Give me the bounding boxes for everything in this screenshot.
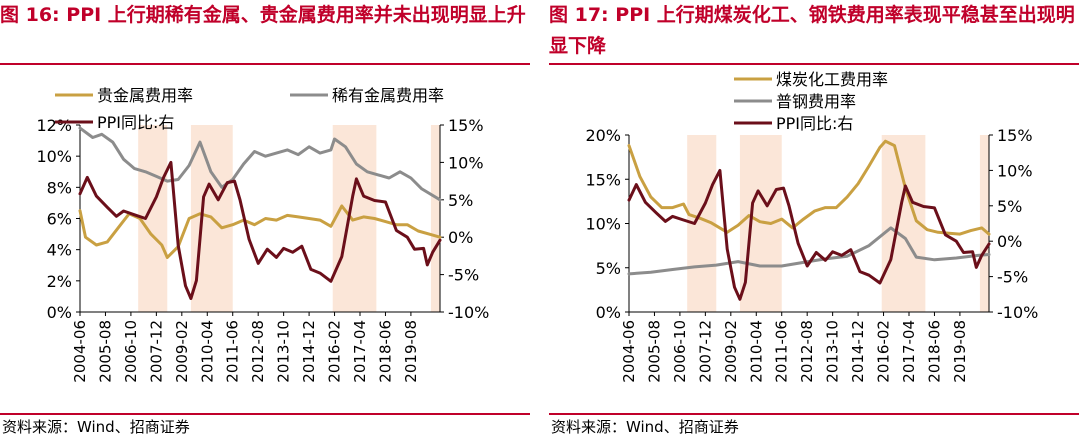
x-tick-label: 2010-04 xyxy=(198,320,216,383)
x-tick-label: 2018-06 xyxy=(376,320,394,383)
y-tick-label-right: 5% xyxy=(997,197,1022,216)
x-tick-label: 2016-02 xyxy=(875,320,893,383)
y-tick-label-right: 15% xyxy=(997,126,1033,145)
legend-label: 贵金属费用率 xyxy=(97,86,193,105)
x-tick-label: 2009-02 xyxy=(722,320,740,383)
x-tick-label: 2013-10 xyxy=(824,320,842,383)
y-tick-label-left: 12% xyxy=(36,116,72,135)
source-rule xyxy=(549,413,1079,415)
shaded-period xyxy=(979,135,989,312)
chart-title: 图 17: PPI 上行期煤炭化工、钢铁费用率表现平稳甚至出现明显下降 xyxy=(549,4,1075,57)
x-tick-label: 2004-06 xyxy=(71,320,89,383)
x-tick-label: 2014-12 xyxy=(300,320,318,383)
y-tick-label-right: -5% xyxy=(997,268,1028,287)
series-line xyxy=(627,168,991,301)
x-tick-label: 2019-08 xyxy=(402,320,420,383)
chart-title: 图 16: PPI 上行期稀有金属、贵金属费用率并未出现明显上升 xyxy=(0,4,526,26)
x-tick-label: 2017-04 xyxy=(351,320,369,383)
x-tick-label: 2010-04 xyxy=(747,320,765,383)
y-tick-label-left: 5% xyxy=(596,259,621,278)
title-rule xyxy=(0,63,530,65)
legend-label: PPI同比:右 xyxy=(97,113,174,132)
x-tick-label: 2009-02 xyxy=(173,320,191,383)
x-tick-label: 2012-08 xyxy=(798,320,816,383)
x-tick-label: 2017-04 xyxy=(900,320,918,383)
y-tick-label-right: 5% xyxy=(448,191,473,210)
x-tick-label: 2011-06 xyxy=(773,320,791,383)
y-tick-label-left: 0% xyxy=(47,303,72,322)
shaded-period xyxy=(430,125,440,312)
y-tick-label-right: 0% xyxy=(997,232,1022,251)
y-tick-label-right: 10% xyxy=(448,153,484,172)
legend-label: 煤炭化工费用率 xyxy=(776,70,888,89)
legend-label: 普钢费用率 xyxy=(776,92,856,111)
x-tick-label: 2005-08 xyxy=(96,320,114,383)
y-tick-label-left: 10% xyxy=(36,147,72,166)
title-rule xyxy=(549,63,1079,65)
x-tick-label: 2014-12 xyxy=(849,320,867,383)
y-tick-label-right: -5% xyxy=(448,266,479,285)
y-tick-label-right: 0% xyxy=(448,228,473,247)
y-tick-label-left: 2% xyxy=(47,272,72,291)
legend-label: 稀有金属费用率 xyxy=(332,86,444,105)
x-tick-label: 2004-06 xyxy=(620,320,638,383)
x-tick-label: 2016-02 xyxy=(326,320,344,383)
x-tick-label: 2007-12 xyxy=(147,320,165,383)
y-tick-label-left: 8% xyxy=(47,178,72,197)
source-note: 资料来源：Wind、招商证券 xyxy=(2,418,190,436)
x-tick-label: 2006-10 xyxy=(122,320,140,383)
y-tick-label-right: 15% xyxy=(448,116,484,135)
x-tick-label: 2012-08 xyxy=(249,320,267,383)
y-tick-label-left: 6% xyxy=(47,210,72,229)
chart-right: 0% 5% 10% 15% 20% -10% -5% 0% 5% 10% 15% 2004-06 200… xyxy=(585,70,1038,383)
x-tick-label: 2019-08 xyxy=(951,320,969,383)
x-tick-label: 2018-06 xyxy=(925,320,943,383)
x-tick-label: 2011-06 xyxy=(224,320,242,383)
y-tick-label-right: -10% xyxy=(448,303,489,322)
x-tick-label: 2007-12 xyxy=(696,320,714,383)
x-tick-label: 2013-10 xyxy=(275,320,293,383)
shaded-period xyxy=(739,135,782,312)
y-tick-label-left: 10% xyxy=(585,215,621,234)
y-tick-label-left: 0% xyxy=(596,303,621,322)
y-tick-label-left: 4% xyxy=(47,241,72,260)
y-tick-label-right: 10% xyxy=(997,161,1033,180)
series-line xyxy=(627,139,991,236)
chart-left: 0% 2% 4% 6% 8% 10% 12% -10% -5% 0% 5% 10% 15% 2004-06… xyxy=(36,86,489,383)
x-tick-label: 2006-10 xyxy=(671,320,689,383)
x-tick-label: 2005-08 xyxy=(645,320,663,383)
source-rule xyxy=(0,413,530,415)
series-line xyxy=(78,160,442,300)
legend-label: PPI同比:右 xyxy=(776,114,853,133)
series-line xyxy=(627,226,991,276)
y-tick-label-left: 20% xyxy=(585,126,621,145)
chart-panel-right: 图 17: PPI 上行期煤炭化工、钢铁费用率表现平稳甚至出现明显下降 0% 5%… xyxy=(549,0,1079,442)
y-tick-label-right: -10% xyxy=(997,303,1038,322)
chart-panel-left: 图 16: PPI 上行期稀有金属、贵金属费用率并未出现明显上升 0% 2% 4% 6… xyxy=(0,0,530,442)
source-note: 资料来源：Wind、招商证券 xyxy=(551,418,739,436)
y-tick-label-left: 15% xyxy=(585,170,621,189)
series-line xyxy=(78,126,442,202)
